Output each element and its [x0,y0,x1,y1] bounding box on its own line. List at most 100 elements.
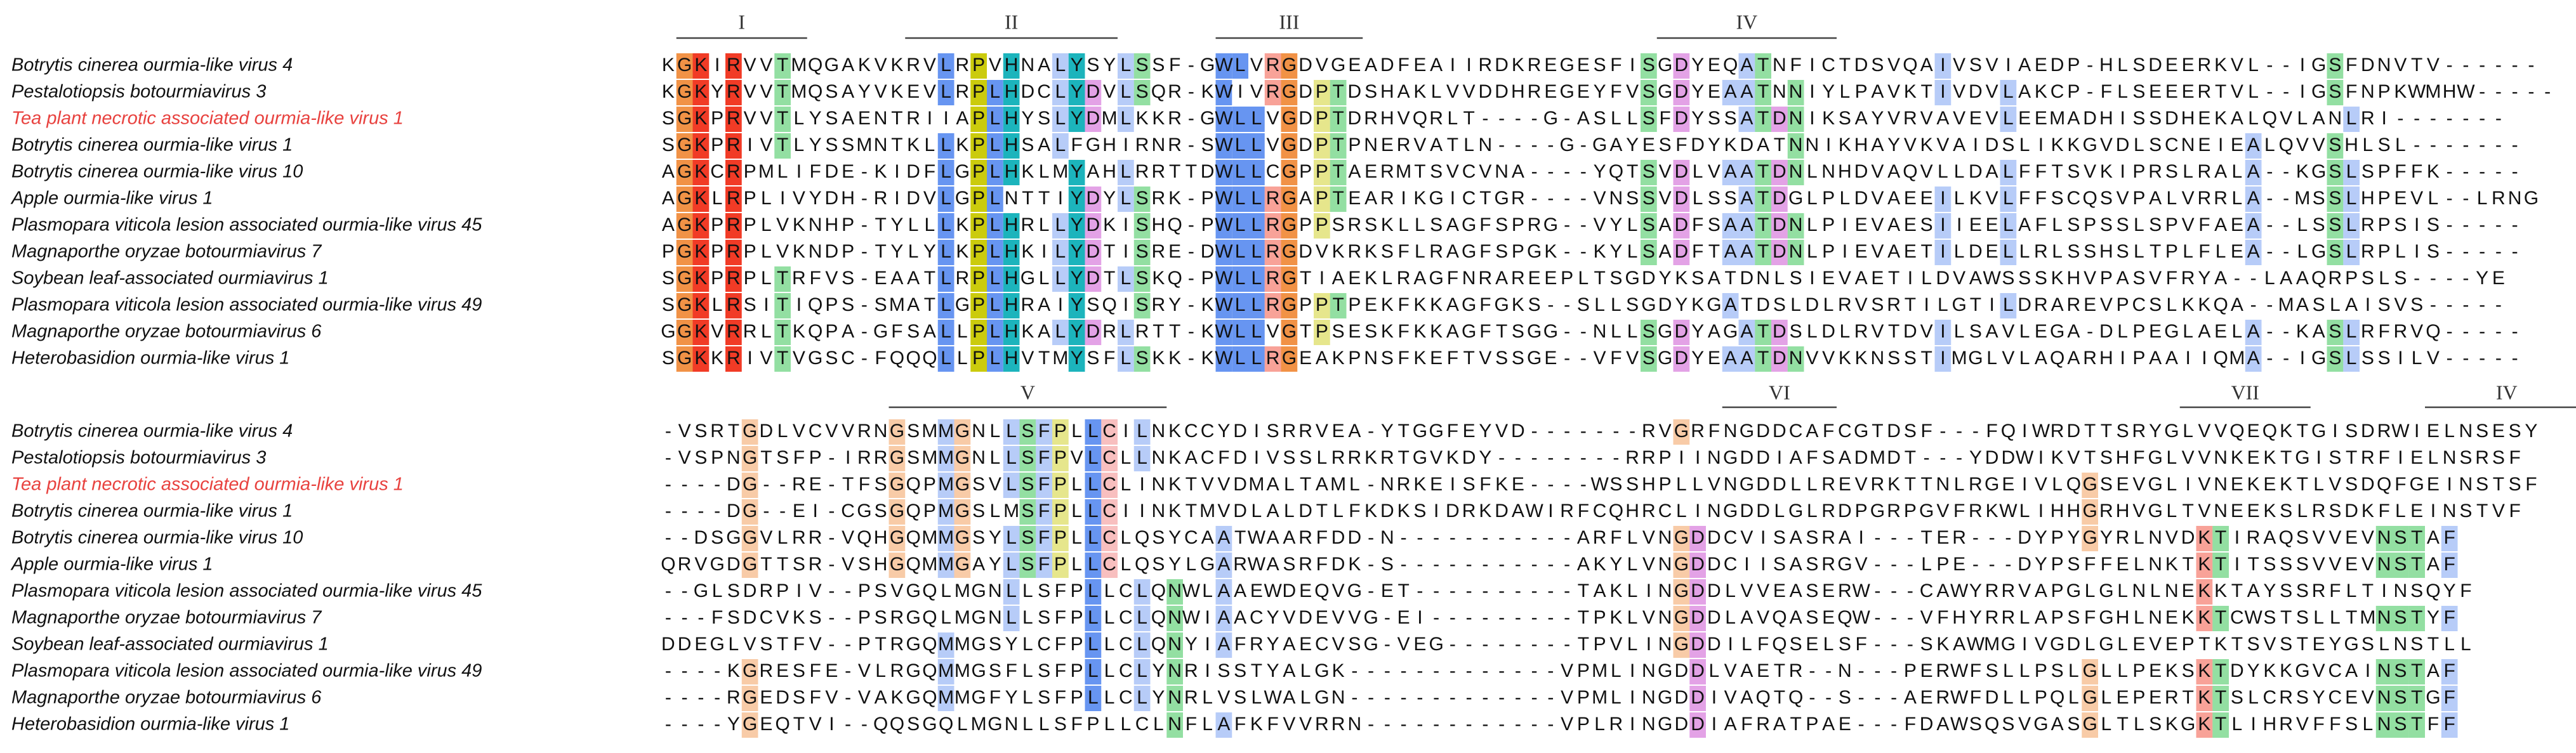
residue-shading [937,133,954,159]
residue-shading [937,553,954,578]
residue-shading [2441,686,2458,711]
residue-shading [2327,346,2344,372]
residue-shading [1215,632,1232,658]
residue-shading [954,419,971,445]
residue-shading [1003,526,1020,551]
residue-shading [1673,346,1690,372]
residue-shading [1101,526,1118,551]
residue-shading [1330,187,1347,212]
residue-shading [2441,659,2458,684]
residue-shading [2000,240,2017,265]
residue-shading [2245,160,2262,185]
residue-shading [741,659,758,684]
residue-shading [937,187,954,212]
residue-shading [1215,712,1232,738]
residue-shading [1232,160,1248,185]
sequence: SGKPRIVTLYSSMNTKLLKPLHSALFGHIRNR-SWLLVGD… [662,134,2518,155]
sequence-name: Plasmopara viticola lesion associated ou… [11,215,482,235]
residue-shading [1771,320,1788,345]
residue-shading [1934,53,1952,79]
residue-shading [2392,606,2409,631]
sequence: ----DG--EI-CGSGQPMGSLMSFPLLCIINKTMVDLALD… [665,501,2521,521]
residue-shading [1771,240,1788,265]
residue-shading [954,446,971,471]
residue-shading [1068,80,1085,105]
residue-shading [1118,187,1134,212]
residue-shading [1003,107,1020,132]
residue-shading [2375,606,2393,631]
residue-shading [1232,266,1248,292]
residue-shading [987,213,1003,239]
sequence-name: Botrytis cinerea ourmia-like virus 10 [11,528,303,548]
residue-shading [1003,266,1020,292]
residue-shading [1248,160,1265,185]
residue-shading [1755,240,1771,265]
residue-shading [2327,187,2344,212]
residue-shading [1934,80,1952,105]
residue-shading [1281,107,1298,132]
residue-shading [774,266,791,292]
residue-shading [725,240,742,265]
residue-shading [1689,632,1706,658]
sequence: -VSRTGDLVCVVRNGSMMGNLLSFPLLCILNKCCYDISRR… [665,421,2538,442]
residue-shading [2327,80,2344,105]
residue-shading [1118,160,1134,185]
residue-shading [1133,240,1151,265]
residue-shading [1934,213,1952,239]
residue-shading [970,160,987,185]
residue-shading [1787,80,1804,105]
residue-shading [1314,80,1330,105]
residue-shading [2392,659,2409,684]
residue-shading [1673,606,1690,631]
residue-shading [2212,712,2229,738]
residue-shading [2196,526,2213,551]
residue-shading [1738,53,1755,79]
residue-shading [2082,712,2098,738]
residue-shading [774,293,791,318]
residue-shading [1085,446,1102,471]
residue-shading [741,446,758,471]
sequence-name: Heterobasidion ourmia-like virus 1 [11,714,289,735]
residue-shading [1052,526,1069,551]
residue-shading [1085,686,1102,711]
residue-shading [774,346,791,372]
residue-shading [1085,187,1102,212]
residue-shading [1215,213,1232,239]
sequence-name: Pestalotiopsis botourmiavirus 3 [11,448,266,468]
residue-shading [1085,320,1102,345]
residue-shading [1068,213,1085,239]
sequence: ---FSDCVKS--PSRGQLMGNLLSFPLLCLQNWIAACYVD… [665,607,2455,628]
motif-label: VI [1769,381,1790,403]
residue-shading [2375,659,2393,684]
residue-shading [937,346,954,372]
residue-shading [1689,686,1706,711]
residue-shading [1330,293,1347,318]
residue-shading [1281,240,1298,265]
residue-shading [954,553,971,578]
residue-shading [2196,686,2213,711]
residue-shading [1133,266,1151,292]
sequence: DDEGLVSTFV--PTRGQMMGSYLCFPLLCLQNYIAFRYAE… [661,634,2471,655]
residue-shading [1003,473,1020,498]
residue-shading [1068,107,1085,132]
residue-shading [1052,107,1069,132]
residue-shading [725,133,742,159]
sequence: KGKIRVVTMQGAKVKRVLRPVHNALYSYLSSF-GWLVRGD… [662,55,2535,75]
residue-shading [676,80,693,105]
residue-shading [888,526,906,551]
residue-shading [2441,526,2458,551]
residue-shading [1003,133,1020,159]
residue-shading [1738,213,1755,239]
residue-shading [1101,473,1118,498]
residue-shading [1068,53,1085,79]
residue-shading [1641,346,1657,372]
residue-shading [1166,579,1183,605]
residue-shading [970,53,987,79]
residue-shading [937,659,954,684]
residue-shading [1133,293,1151,318]
residue-shading [1738,240,1755,265]
residue-shading [2392,553,2409,578]
residue-shading [1019,473,1036,498]
residue-shading [987,320,1003,345]
